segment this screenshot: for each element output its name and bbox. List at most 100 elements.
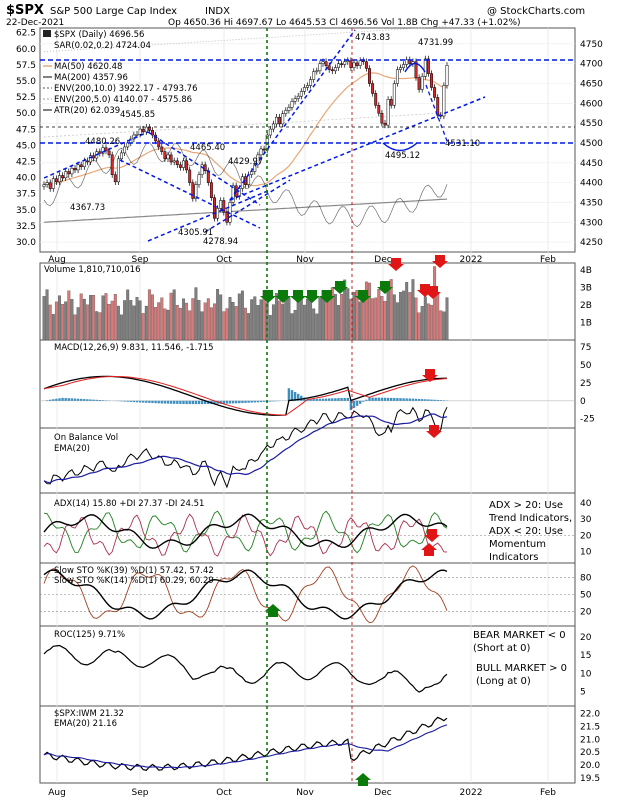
volume-tick: 1B <box>580 319 592 329</box>
candle-body <box>58 175 61 183</box>
volume-bar <box>45 289 49 341</box>
price-right-tick: 4400 <box>580 179 603 189</box>
x-tick-sep: Sep <box>132 255 149 265</box>
volume-bar <box>306 299 309 341</box>
ratio-content <box>43 716 448 771</box>
macd-histogram-bar <box>95 399 98 401</box>
price-right-tick: 4450 <box>580 159 603 169</box>
red-volume-arrow <box>432 255 448 268</box>
volume-bar <box>417 312 421 341</box>
ratio-tick: 20.0 <box>580 761 600 771</box>
volume-bar <box>123 300 127 341</box>
macd-histogram-bar <box>306 399 309 401</box>
macd-histogram-bar <box>244 400 247 403</box>
macd-histogram-bar <box>399 398 402 401</box>
x-tick-feb: Feb <box>540 255 556 265</box>
macd-histogram-bar <box>86 399 89 401</box>
atr-left-tick: 52.5 <box>16 93 36 103</box>
macd-histogram-bar <box>371 397 374 401</box>
candle-body <box>48 182 52 189</box>
adx-note: ADX > 20: Use Trend Indicators, ADX < 20… <box>488 500 572 563</box>
macd-histogram-bar <box>52 399 55 401</box>
candle-body <box>392 83 396 106</box>
atr-left-tick: 47.5 <box>16 125 36 135</box>
macd-histogram-bar <box>191 400 194 405</box>
roc-tick: 10 <box>580 669 592 679</box>
green-volume-arrow <box>355 290 371 303</box>
trend-up-upper <box>229 29 356 201</box>
macd-histogram-bar <box>256 400 260 403</box>
volume-bar <box>408 292 412 341</box>
macd-histogram-bar <box>331 398 334 401</box>
macd-panel <box>39 339 576 429</box>
candle-body <box>355 62 359 66</box>
macd-histogram-bar <box>213 400 216 404</box>
volume-bar <box>228 296 232 341</box>
macd-histogram-bar <box>45 400 49 401</box>
macd-histogram-bar <box>390 397 393 401</box>
volume-bar <box>101 295 105 341</box>
macd-histogram-bar <box>421 399 424 401</box>
candle-body <box>194 184 198 199</box>
macd-tick: 0 <box>580 397 586 407</box>
candle-body <box>402 64 406 68</box>
obv-line <box>43 406 448 489</box>
macd-histogram-bar <box>123 400 126 402</box>
candle-body <box>377 105 381 114</box>
macd-histogram-bar <box>92 399 95 401</box>
atr-left-tick: 50.0 <box>16 109 36 119</box>
volume-bar <box>70 299 74 341</box>
candle-body <box>414 61 418 78</box>
macd-histogram-bar <box>179 400 182 404</box>
volume-bar <box>293 309 297 341</box>
green-volume-arrow <box>290 290 306 303</box>
volume-bar <box>116 305 120 341</box>
volume-bar <box>73 314 77 341</box>
macd-histogram-bar <box>73 398 77 401</box>
volume-bar <box>389 279 393 341</box>
macd-tick: 50 <box>580 361 592 371</box>
candle-body <box>110 154 114 175</box>
candle-body <box>126 142 130 148</box>
volume-bar <box>318 297 322 341</box>
atr-left-tick: 60.0 <box>16 45 36 55</box>
volume-bar <box>445 297 449 341</box>
atr-left-tick: 30.0 <box>16 238 36 248</box>
x-tick-bottom-oct: Oct <box>216 788 232 798</box>
volume-bar <box>157 302 161 341</box>
exchange-label: INDX <box>205 6 230 17</box>
volume-bar <box>225 308 229 341</box>
legend-volume: Volume 1,810,710,016 <box>44 265 141 275</box>
atr-left-tick: 40.0 <box>16 174 36 184</box>
macd-content <box>40 375 575 416</box>
volume-bar <box>420 306 424 341</box>
volume-bar <box>200 311 204 341</box>
macd-histogram-bar <box>383 397 387 401</box>
volume-bar <box>392 294 396 341</box>
volume-bar <box>299 294 303 341</box>
candle-body <box>141 128 145 133</box>
macd-histogram-bar <box>58 398 61 401</box>
volume-bar <box>182 298 185 341</box>
adx-tick: 20 <box>580 531 592 541</box>
candle-body <box>51 178 55 189</box>
legend-env2: ENV(200,5.0) 4140.07 - 4575.86 <box>54 95 192 105</box>
volume-bar <box>247 313 251 341</box>
candle-body <box>250 171 254 175</box>
legend-macd: MACD(12,26,9) 9.831, 11.546, -1.715 <box>54 343 214 353</box>
legend-sto-39: Slow STO %K(39) %D(1) 57.42, 57.42 <box>54 566 214 576</box>
legend-atr: ATR(20) 62.039 <box>54 106 120 116</box>
atr-left-tick: 37.5 <box>16 190 36 200</box>
candle-body <box>306 85 309 88</box>
volume-bar <box>377 289 381 341</box>
candle-body <box>160 146 164 152</box>
macd-histogram-bar <box>408 398 411 401</box>
x-tick-bottom-nov: Nov <box>296 788 314 798</box>
sto-tick: 80 <box>580 573 592 583</box>
volume-bar <box>144 305 148 341</box>
candle-body <box>259 148 263 156</box>
candle-body <box>200 164 204 175</box>
macd-histogram-bar <box>163 400 167 404</box>
macd-histogram-bar <box>197 400 201 405</box>
macd-histogram-bar <box>355 400 359 406</box>
